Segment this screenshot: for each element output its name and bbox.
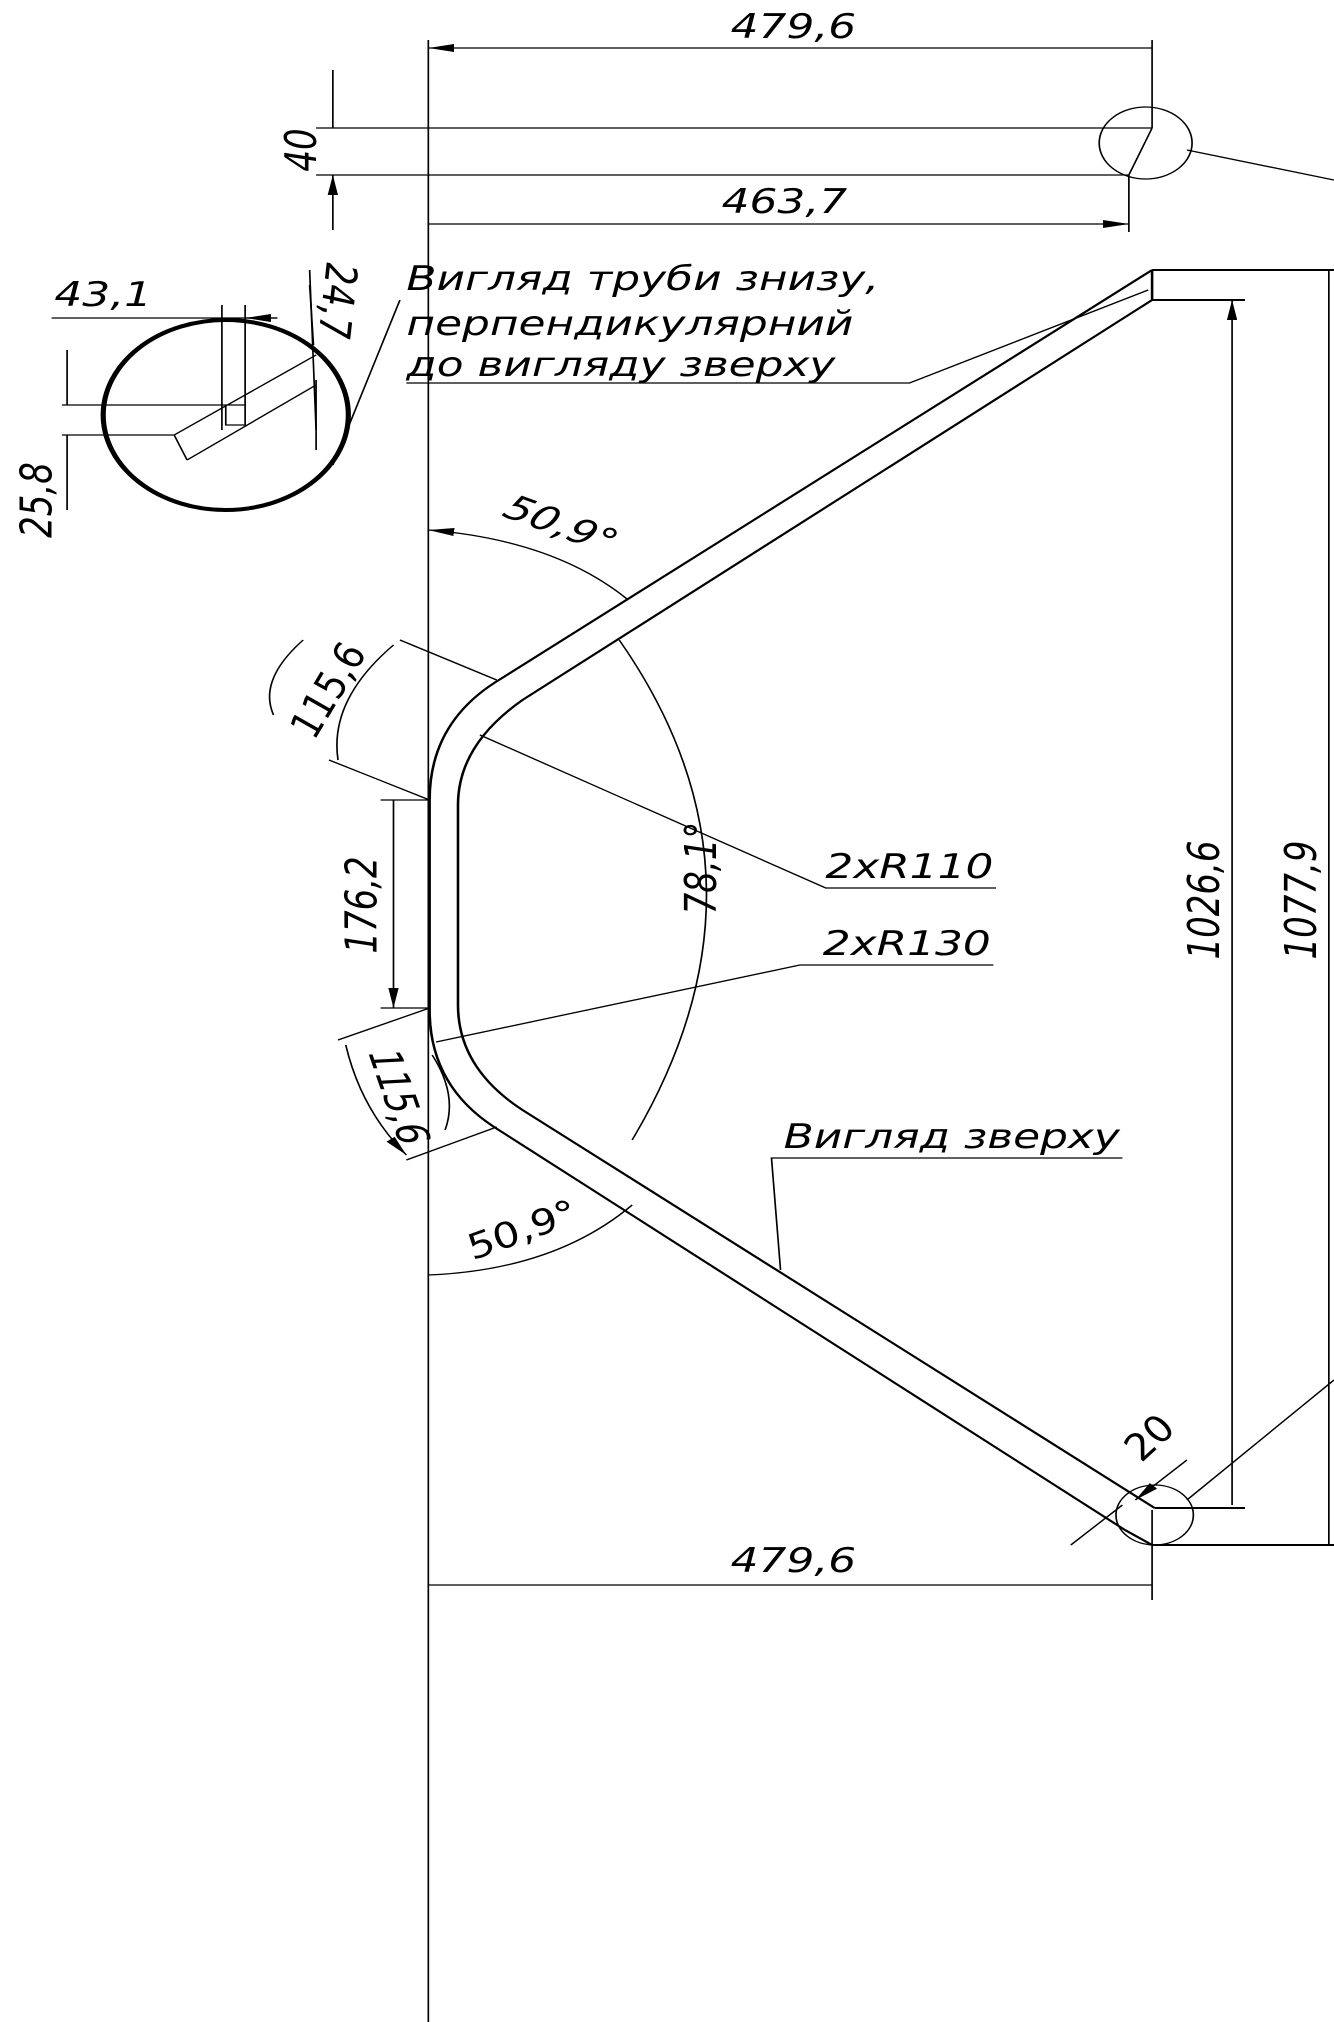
end-circle <box>1098 106 1193 180</box>
dim-label: 20 <box>1113 1409 1187 1467</box>
dim-label: 463,7 <box>722 183 848 222</box>
dim-label: 115,6 <box>357 1045 438 1149</box>
detail-lines <box>51 269 317 461</box>
note: Вигляд труби знизу, <box>406 260 879 299</box>
tube-outer <box>428 269 1153 1531</box>
detail-dims <box>66 284 401 510</box>
dim-lines <box>428 48 1152 224</box>
radius-label: 2xR130 <box>823 925 991 964</box>
dim-label: 1026,6 <box>1180 841 1230 960</box>
radius-label: 2xR110 <box>825 848 993 887</box>
dim-label: 25,8 <box>12 462 62 538</box>
dim-label: 78,1° <box>677 822 727 915</box>
dim-label: 176,2 <box>338 856 388 953</box>
dim-label: 115,6 <box>280 638 379 743</box>
dim-label: 24,7 <box>307 262 366 341</box>
note: перпендикулярний <box>406 305 853 344</box>
dim-label: 40 <box>277 128 327 171</box>
note: Вигляд зверху <box>784 1118 1121 1157</box>
dim-label: 50,9° <box>496 488 626 563</box>
note: до вигляду зверху <box>405 346 836 385</box>
leaders <box>435 734 1188 1546</box>
note-leader <box>406 289 1149 384</box>
dim-label: 479,6 <box>731 8 857 47</box>
dim-label: 43,1 <box>54 276 152 315</box>
dim-lines <box>393 270 1330 1586</box>
dim-label: 50,9° <box>458 1193 588 1268</box>
dim-label: 1077,9 <box>1277 841 1327 960</box>
angle-arcs <box>336 530 708 1276</box>
end-circle <box>1115 1484 1195 1546</box>
arc-marks <box>268 639 451 1131</box>
dim-label: 479,6 <box>731 1542 857 1581</box>
